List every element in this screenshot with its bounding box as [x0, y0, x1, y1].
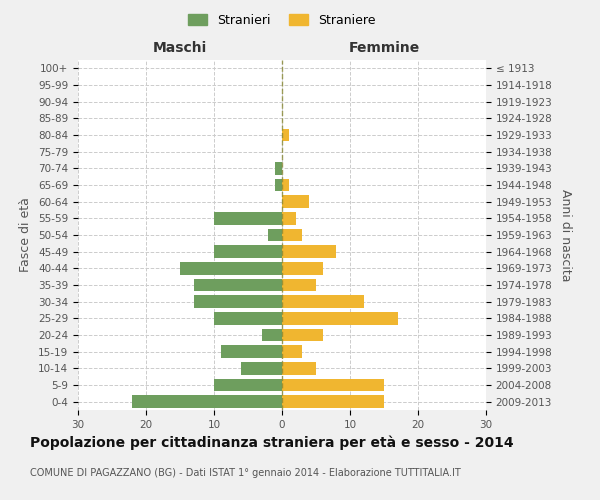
Legend: Stranieri, Straniere: Stranieri, Straniere [184, 8, 380, 32]
Bar [282, 229, 302, 241]
Bar [282, 362, 316, 374]
Bar [282, 179, 289, 192]
Bar [133, 396, 282, 408]
Bar [275, 162, 282, 174]
Bar [282, 296, 364, 308]
Bar [262, 329, 282, 341]
Text: Maschi: Maschi [153, 41, 207, 55]
Bar [221, 346, 282, 358]
Bar [214, 246, 282, 258]
Bar [282, 279, 316, 291]
Text: Popolazione per cittadinanza straniera per età e sesso - 2014: Popolazione per cittadinanza straniera p… [30, 435, 514, 450]
Bar [282, 396, 384, 408]
Bar [282, 346, 302, 358]
Bar [180, 262, 282, 274]
Bar [282, 246, 337, 258]
Bar [194, 296, 282, 308]
Y-axis label: Fasce di età: Fasce di età [19, 198, 32, 272]
Bar [282, 129, 289, 141]
Bar [282, 379, 384, 391]
Bar [214, 212, 282, 224]
Bar [194, 279, 282, 291]
Bar [214, 312, 282, 324]
Text: Femmine: Femmine [349, 41, 419, 55]
Bar [268, 229, 282, 241]
Text: COMUNE DI PAGAZZANO (BG) - Dati ISTAT 1° gennaio 2014 - Elaborazione TUTTITALIA.: COMUNE DI PAGAZZANO (BG) - Dati ISTAT 1°… [30, 468, 461, 477]
Bar [282, 312, 398, 324]
Bar [241, 362, 282, 374]
Bar [282, 196, 309, 208]
Bar [282, 212, 296, 224]
Bar [282, 329, 323, 341]
Y-axis label: Anni di nascita: Anni di nascita [559, 188, 572, 281]
Bar [214, 379, 282, 391]
Bar [282, 262, 323, 274]
Bar [275, 179, 282, 192]
